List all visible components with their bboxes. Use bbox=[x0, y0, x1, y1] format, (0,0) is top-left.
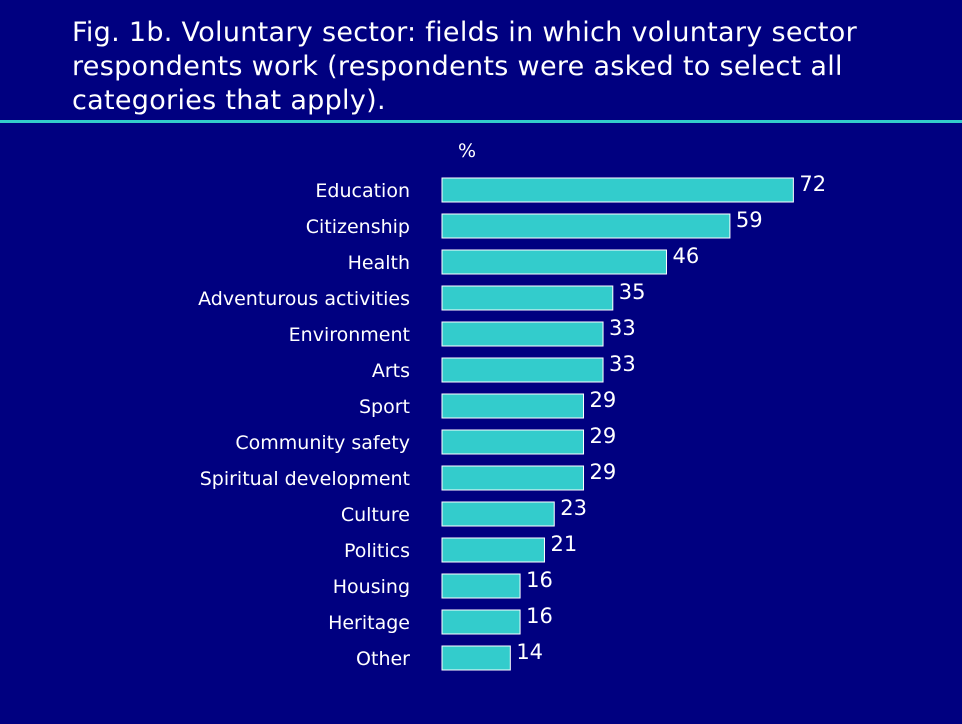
value-label: 16 bbox=[526, 604, 553, 628]
value-label: 16 bbox=[526, 568, 553, 592]
value-label: 72 bbox=[799, 172, 826, 196]
value-label: 29 bbox=[590, 460, 617, 484]
bar bbox=[441, 537, 545, 563]
bar bbox=[441, 501, 555, 527]
bar bbox=[441, 357, 604, 383]
bar bbox=[441, 177, 794, 203]
category-label: Housing bbox=[333, 576, 410, 598]
value-label: 33 bbox=[609, 316, 636, 340]
value-label: 14 bbox=[516, 640, 543, 664]
category-label: Citizenship bbox=[306, 216, 410, 238]
category-label: Other bbox=[356, 648, 410, 670]
bar bbox=[441, 249, 667, 275]
category-label: Arts bbox=[372, 360, 410, 382]
bar bbox=[441, 573, 521, 599]
bar bbox=[441, 429, 585, 455]
category-label: Community safety bbox=[235, 432, 410, 454]
value-label: 59 bbox=[736, 208, 763, 232]
bar bbox=[441, 321, 604, 347]
value-label: 29 bbox=[590, 388, 617, 412]
category-label: Politics bbox=[344, 540, 410, 562]
unit-label: % bbox=[458, 140, 477, 162]
bar bbox=[441, 465, 585, 491]
value-label: 46 bbox=[672, 244, 699, 268]
category-label: Adventurous activities bbox=[198, 288, 410, 310]
bar bbox=[441, 645, 511, 671]
value-label: 33 bbox=[609, 352, 636, 376]
bar bbox=[441, 285, 614, 311]
value-label: 21 bbox=[550, 532, 577, 556]
category-label: Education bbox=[315, 180, 410, 202]
category-label: Heritage bbox=[328, 612, 410, 634]
title-divider bbox=[0, 120, 962, 123]
value-label: 35 bbox=[619, 280, 646, 304]
bar bbox=[441, 213, 731, 239]
value-label: 29 bbox=[590, 424, 617, 448]
chart-title: Fig. 1b. Voluntary sector: fields in whi… bbox=[72, 17, 857, 116]
value-label: 23 bbox=[560, 496, 587, 520]
category-label: Environment bbox=[289, 324, 410, 346]
category-label: Sport bbox=[359, 396, 410, 418]
bar bbox=[441, 609, 521, 635]
category-label: Health bbox=[348, 252, 410, 274]
category-label: Spiritual development bbox=[200, 468, 410, 490]
bar bbox=[441, 393, 585, 419]
category-label: Culture bbox=[341, 504, 410, 526]
